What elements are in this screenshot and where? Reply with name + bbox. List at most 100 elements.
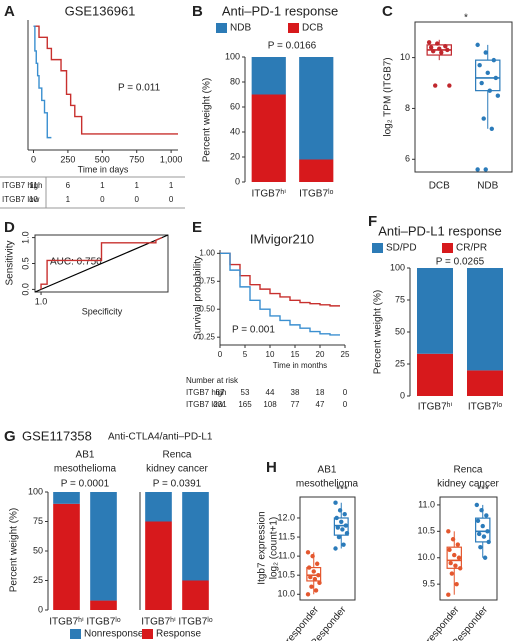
point	[437, 46, 442, 51]
subplot-title: AB1	[318, 465, 337, 476]
point	[310, 553, 315, 559]
box	[306, 566, 322, 582]
y-axis-label: Sensitivity	[5, 240, 16, 285]
risk-count: 77	[291, 400, 300, 409]
x-tick-label: 750	[129, 154, 144, 164]
risk-count: 1	[100, 181, 105, 190]
point	[312, 576, 318, 582]
risk-count: 108	[263, 400, 277, 409]
risk-table-title: Number at risk	[186, 376, 239, 385]
risk-count: 67	[216, 388, 225, 397]
x-tick-label: 5	[243, 350, 248, 359]
bar-segment	[182, 580, 209, 610]
y-tick-label: 0	[38, 604, 43, 614]
risk-count: 10	[29, 195, 38, 204]
plot-frame	[439, 496, 498, 601]
bar-segment	[417, 268, 453, 354]
bar-segment	[467, 268, 503, 371]
point	[480, 523, 485, 529]
y-tick-label: 10.5	[277, 570, 295, 580]
annotation: P = 0.001	[232, 325, 275, 336]
y-axis-label: Percent weight (%)	[202, 78, 213, 162]
point	[479, 80, 484, 86]
risk-count: 18	[316, 388, 325, 397]
y-tick-label: 50	[33, 545, 43, 555]
x-tick-label: 500	[95, 154, 110, 164]
point	[483, 50, 488, 55]
subplot-title: mesothelioma	[54, 464, 117, 475]
chart-title: GSE117358	[22, 428, 92, 443]
risk-count: 0	[100, 195, 105, 204]
x-tick-label: ITGB7ʰⁱ	[141, 617, 176, 628]
point	[430, 49, 436, 54]
risk-count: 165	[238, 400, 252, 409]
point	[309, 584, 314, 589]
point	[483, 167, 488, 172]
point	[474, 502, 480, 508]
x-tick-label: ITGB7ʰⁱ	[49, 617, 84, 628]
point	[485, 70, 490, 76]
y-tick-label: 1.0	[20, 231, 30, 244]
y-tick-label: 20	[230, 151, 240, 161]
point	[337, 508, 343, 513]
y-tick-label: 11.0	[418, 499, 435, 509]
point	[306, 565, 312, 570]
chart-title: Anti–PD-1 response	[222, 3, 338, 18]
bar-segment	[182, 492, 209, 581]
point	[433, 83, 438, 88]
subplot-title: AB1	[76, 450, 95, 461]
point	[443, 43, 448, 49]
annotation: *	[464, 13, 468, 24]
y-axis-label: Itgb7 expression	[257, 511, 268, 584]
legend-label: NDB	[230, 23, 251, 34]
bar-segment	[251, 57, 286, 95]
point	[342, 511, 347, 517]
point	[305, 592, 311, 597]
annotation: ***	[336, 485, 348, 496]
point	[333, 500, 338, 505]
y-axis-label: Percent weight (%)	[9, 508, 20, 592]
y-tick-label: 40	[230, 126, 240, 136]
point	[339, 519, 344, 524]
annotation: ***	[477, 485, 489, 496]
bar-segment	[299, 57, 334, 160]
bar-segment	[90, 492, 117, 601]
chart-title: GSE136961	[65, 3, 136, 18]
point	[308, 574, 313, 580]
point	[449, 571, 455, 576]
legend-swatch	[142, 629, 153, 639]
point	[485, 529, 490, 534]
line	[220, 252, 340, 307]
x-axis-label: Time in months	[273, 361, 327, 370]
y-tick-label: 100	[390, 262, 405, 272]
panel-letter: G	[4, 428, 16, 445]
legend-swatch	[442, 243, 453, 253]
risk-count: 1	[66, 195, 71, 204]
x-tick-label: NDB	[477, 181, 498, 192]
point	[447, 547, 452, 553]
point	[448, 560, 453, 566]
legend-swatch	[70, 629, 81, 639]
box	[475, 517, 491, 543]
chart-title: Anti–PD-L1 response	[378, 223, 502, 238]
x-tick-label: 25	[341, 350, 350, 359]
risk-row-label: ITGB7 high	[2, 181, 42, 190]
point	[344, 531, 350, 536]
bar-segment	[53, 492, 80, 504]
x-tick-label: ITGB7ˡᵒ	[299, 189, 333, 200]
risk-row-label: ITGB7 high	[186, 388, 226, 397]
point	[479, 508, 484, 513]
bar-segment	[90, 600, 117, 610]
point	[477, 63, 482, 68]
point	[454, 581, 459, 587]
risk-count: 231	[213, 400, 227, 409]
point	[457, 566, 463, 571]
x-tick-label: ITGB7ˡᵒ	[86, 617, 120, 628]
y-tick-label: 0.5	[20, 257, 30, 270]
y-tick-label: 10.5	[417, 526, 435, 536]
line	[33, 25, 52, 139]
point	[435, 41, 440, 46]
point	[481, 116, 486, 121]
point	[450, 537, 456, 542]
point	[341, 542, 346, 547]
